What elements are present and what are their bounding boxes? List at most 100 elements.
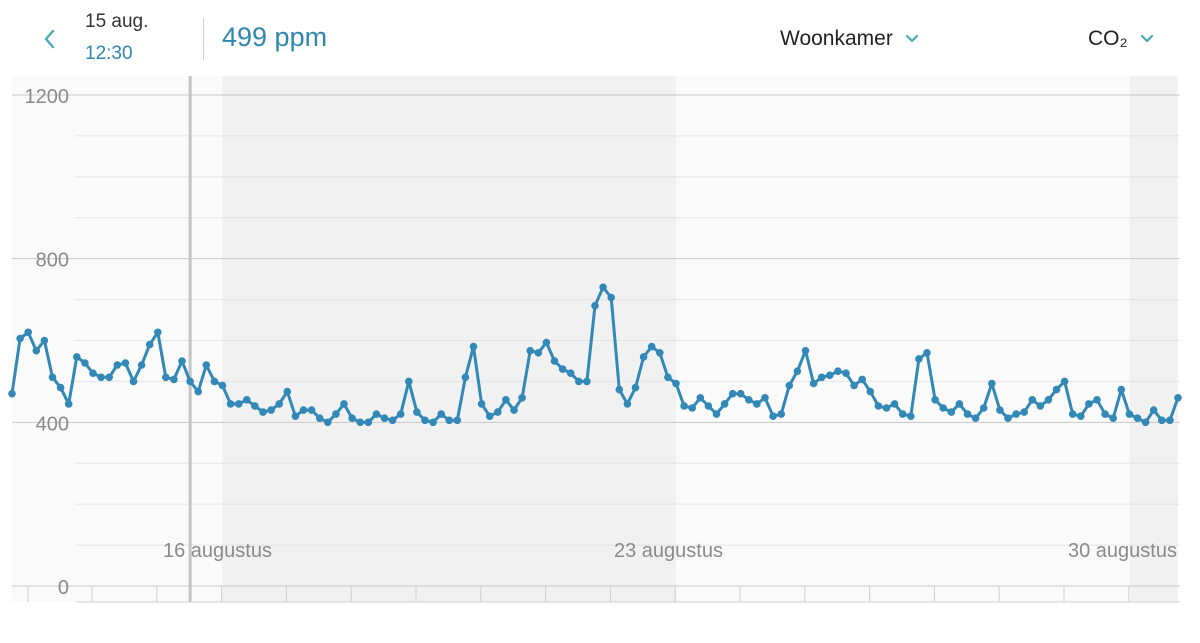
data-point [680, 402, 688, 410]
data-point [170, 375, 178, 384]
data-point [1093, 396, 1101, 404]
data-point [162, 373, 170, 382]
data-point [380, 414, 389, 423]
chevron-down-icon [1140, 34, 1153, 43]
data-point [599, 283, 607, 292]
data-point [656, 349, 664, 357]
data-point [963, 410, 972, 418]
data-point [510, 406, 518, 414]
data-point [1044, 396, 1053, 404]
data-point [931, 396, 939, 404]
data-point [259, 408, 267, 416]
data-point [979, 404, 988, 412]
back-button[interactable] [36, 24, 64, 54]
data-point [275, 400, 284, 408]
top-bar: 15 aug. 12:30 499 ppm Woonkamer CO₂ [0, 0, 1200, 76]
metric-dropdown[interactable]: CO₂ [1088, 27, 1154, 51]
data-point [437, 410, 446, 418]
data-point [40, 336, 49, 345]
data-point [1060, 377, 1069, 386]
data-point [1052, 385, 1061, 394]
data-point [971, 414, 980, 423]
data-point [777, 410, 785, 418]
data-point [348, 414, 356, 423]
data-point [720, 400, 729, 408]
data-point [1028, 396, 1037, 404]
data-point [696, 394, 705, 402]
data-point [32, 346, 41, 355]
data-point [405, 377, 413, 386]
chevron-down-icon [905, 34, 918, 43]
data-point [793, 367, 802, 376]
data-point [761, 394, 769, 402]
data-point [1068, 410, 1077, 418]
data-point [915, 355, 923, 363]
data-point [48, 373, 57, 382]
chart-canvas[interactable]: 1200 800 400 0 16 augustus 23 augustus 30 aug… [0, 76, 1200, 638]
room-dropdown[interactable]: Woonkamer [780, 27, 919, 51]
week-band [222, 76, 676, 602]
data-point [324, 418, 332, 427]
data-point [890, 400, 899, 408]
data-point [996, 406, 1004, 414]
co2-chart[interactable]: 1200 800 400 0 16 augustus 23 augustus 30 aug… [0, 76, 1200, 638]
data-point [809, 379, 818, 388]
data-point [16, 334, 24, 343]
data-point [1004, 414, 1012, 423]
data-point [8, 389, 16, 398]
y-tick-label: 400 [36, 413, 69, 435]
data-point [97, 373, 105, 382]
data-point [81, 359, 89, 367]
data-point [639, 353, 648, 361]
data-point [396, 410, 405, 418]
y-tick-label: 1200 [25, 86, 70, 108]
data-point [866, 387, 875, 396]
data-point [243, 396, 251, 404]
data-point [712, 410, 721, 418]
room-dropdown-label: Woonkamer [780, 27, 893, 50]
header-divider [203, 18, 204, 60]
data-point [704, 402, 713, 410]
data-point [267, 406, 275, 414]
data-point [56, 383, 65, 392]
chevron-left-icon [44, 29, 55, 49]
data-point [623, 400, 632, 408]
data-point [129, 377, 138, 386]
data-point [340, 400, 348, 408]
data-point [1125, 410, 1134, 418]
data-point [736, 389, 745, 398]
data-point [647, 342, 656, 351]
data-point [817, 373, 826, 382]
data-point [291, 412, 300, 421]
data-point [550, 357, 559, 365]
data-point [178, 357, 186, 365]
data-point [542, 338, 551, 347]
data-point [842, 369, 850, 378]
data-point [753, 400, 761, 408]
y-tick-label: 0 [58, 577, 69, 599]
data-point [218, 381, 227, 390]
data-point [955, 400, 964, 408]
data-point [526, 346, 534, 355]
data-point [1174, 394, 1182, 402]
data-point [1149, 406, 1158, 414]
y-axis: 1200 800 400 0 [25, 86, 70, 599]
data-point [24, 328, 32, 337]
y-tick-label: 800 [36, 250, 69, 272]
data-point [121, 359, 130, 367]
data-point [566, 369, 575, 378]
data-point [186, 377, 194, 386]
data-point [1077, 412, 1085, 421]
data-point [858, 375, 866, 384]
data-point [494, 408, 502, 416]
data-point [850, 381, 858, 390]
data-point [947, 408, 956, 416]
data-point [801, 346, 810, 355]
data-point [477, 400, 486, 408]
data-point [154, 328, 162, 337]
data-point [283, 387, 292, 396]
data-point [882, 404, 891, 412]
data-point [64, 400, 73, 408]
data-point [988, 379, 996, 388]
data-point [145, 340, 154, 349]
